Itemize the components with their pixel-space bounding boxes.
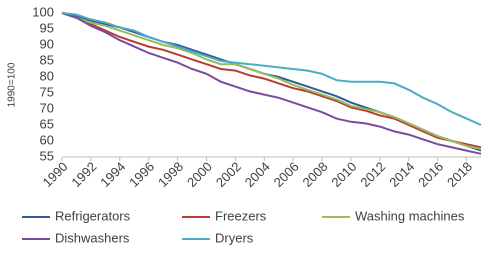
x-tick-label: 2002 [213, 159, 244, 190]
y-tick-label: 55 [40, 148, 54, 163]
series-line [61, 12, 482, 150]
y-tick-label: 85 [40, 52, 54, 67]
y-tick-label: 95 [40, 20, 54, 35]
x-tick-label: 2008 [300, 159, 331, 190]
x-tick-label: 2000 [184, 159, 215, 190]
y-tick-label: 90 [40, 36, 54, 51]
x-tick-label: 2006 [271, 159, 302, 190]
x-tick-label: 2018 [444, 159, 475, 190]
y-tick-label: 65 [40, 116, 54, 131]
legend-label: Freezers [215, 208, 267, 223]
legend-label: Washing machines [355, 208, 465, 223]
legend-label: Refrigerators [55, 208, 131, 223]
y-axis-label: 1990=100 [7, 62, 18, 107]
x-tick-label: 1996 [126, 159, 157, 190]
x-tick-label: 2016 [415, 159, 446, 190]
series-line [61, 12, 482, 149]
legend-label: Dishwashers [55, 230, 130, 245]
x-tick-label: 1994 [97, 159, 128, 190]
legend-label: Dryers [215, 230, 254, 245]
series-line [61, 12, 482, 155]
x-tick-label: 2014 [386, 159, 417, 190]
x-tick-label: 2010 [328, 159, 359, 190]
x-tick-label: 2012 [357, 159, 388, 190]
x-tick-label: 1992 [68, 159, 99, 190]
series-line [61, 12, 482, 126]
x-tick-label: 1990 [39, 159, 70, 190]
x-tick-label: 2004 [242, 159, 273, 190]
x-tick-label: 1998 [155, 159, 186, 190]
y-tick-label: 80 [40, 68, 54, 83]
y-tick-label: 75 [40, 84, 54, 99]
y-tick-label: 100 [32, 4, 54, 19]
y-tick-label: 70 [40, 100, 54, 115]
y-tick-label: 60 [40, 132, 54, 147]
